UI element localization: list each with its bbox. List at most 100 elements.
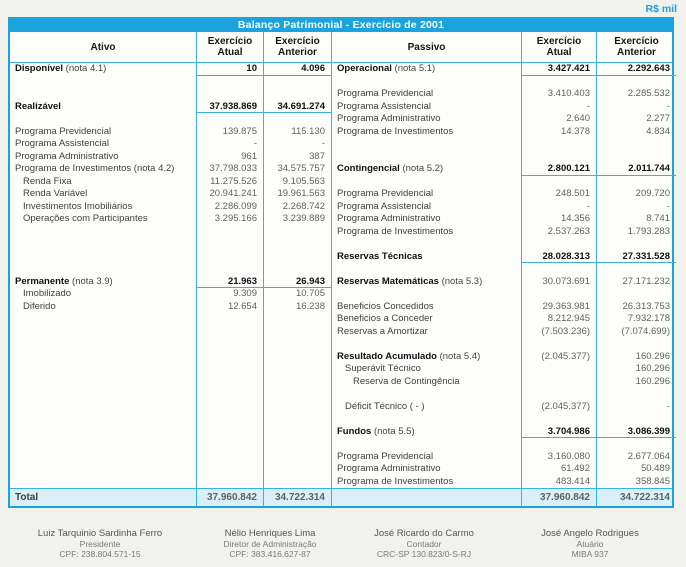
ativo-row-label: Investimentos Imobiliários [23, 200, 133, 212]
ativo-row-label [10, 226, 196, 239]
ativo-row-label [10, 451, 196, 464]
signature-name: Luiz Tarquinio Sardinha Ferro [37, 528, 163, 539]
total-row: Total 37.960.842 34.722.314 37.960.842 3… [10, 488, 672, 507]
ativo-row-value-anterior: 10.705 [263, 288, 331, 301]
passivo-row-value-anterior [596, 338, 676, 351]
ativo-row-label [10, 326, 196, 339]
ativo-row-value-atual: 37.798.033 [196, 163, 263, 176]
ativo-row-value-atual [196, 400, 263, 413]
ativo-row-value-anterior [263, 413, 331, 426]
passivo-row-label [331, 388, 521, 401]
total-ativo-anterior: 34.722.314 [263, 489, 331, 507]
ativo-row-value-atual [196, 113, 263, 126]
passivo-row-label [331, 150, 521, 163]
header-anterior-label: Anterior [617, 47, 656, 58]
passivo-row-value-atual: 248.501 [521, 188, 596, 201]
ativo-row-value-anterior [263, 225, 331, 238]
passivo-row-value-anterior: 2.011.744 [596, 163, 676, 176]
ativo-row-value-atual [196, 438, 263, 451]
passivo-row-label [331, 338, 521, 351]
header-anterior-label: Anterior [278, 47, 317, 58]
passivo-row-value-anterior: 160.296 [596, 375, 676, 388]
ativo-row-value-atual [196, 375, 263, 388]
ativo-row-value-anterior [263, 375, 331, 388]
header-atual-label: Atual [217, 47, 243, 58]
ativo-row-value-anterior: 115.130 [263, 125, 331, 138]
ativo-row-label: Disponível (nota 4.1) [15, 63, 107, 74]
ativo-row-value-atual: 21.963 [196, 275, 263, 288]
passivo-row-value-anterior: 26.313.753 [596, 300, 676, 313]
passivo-row-value-atual [521, 150, 596, 163]
total-passivo-anterior: 34.722.314 [596, 489, 676, 507]
ativo-row-label: Renda Fixa [23, 175, 72, 187]
passivo-row-value-anterior: 27.171.232 [596, 275, 676, 288]
passivo-row-value-atual: 28.028.313 [521, 250, 596, 263]
signature: José Angelo Rodrigues Atuário MIBA 937 [508, 528, 672, 559]
header-ativo-exercicio-anterior: Exercício Anterior [263, 32, 331, 62]
ativo-row-value-atual: 9.309 [196, 288, 263, 301]
passivo-row-label: Resultado Acumulado (nota 5.4) [331, 350, 521, 363]
passivo-row-value-anterior: 209.720 [596, 188, 676, 201]
ativo-row-value-atual [196, 225, 263, 238]
ativo-row-value-anterior [263, 263, 331, 276]
ativo-row-value-anterior: 34.691.274 [263, 100, 331, 113]
signature: Nélio Henriques Lima Diretor de Administr… [200, 528, 340, 559]
passivo-row-label [331, 413, 521, 426]
ativo-row-value-atual [196, 350, 263, 363]
ativo-row-value-anterior [263, 338, 331, 351]
ativo-row-value-atual: 37.938.869 [196, 100, 263, 113]
ativo-row-value-anterior: 19.961.563 [263, 188, 331, 201]
passivo-row-value-atual [521, 238, 596, 251]
ativo-row-value-atual [196, 75, 263, 88]
ativo-row-label [10, 263, 196, 276]
ativo-row-value-atual [196, 338, 263, 351]
signature-reg: CPF: 238.804.571-15 [59, 549, 141, 559]
ativo-row-value-atual [196, 313, 263, 326]
passivo-row-label [331, 75, 521, 88]
passivo-row-value-anterior [596, 288, 676, 301]
ativo-row-value-anterior: - [263, 138, 331, 151]
ativo-row-label [10, 438, 196, 451]
passivo-row-value-atual [521, 75, 596, 88]
passivo-row-label: Programa Previdencial [331, 450, 521, 463]
ativo-row-value-anterior: 9.105.563 [263, 175, 331, 188]
passivo-row-value-anterior: 2.292.643 [596, 63, 676, 76]
ativo-row-label [10, 413, 196, 426]
passivo-row-label: Operacional (nota 5.1) [331, 63, 521, 76]
ativo-row-label [10, 88, 196, 101]
ativo-row-value-atual [196, 413, 263, 426]
passivo-row-value-atual: (7.503.236) [521, 325, 596, 338]
passivo-row-value-anterior: 8.741 [596, 213, 676, 226]
passivo-row-value-atual: 61.492 [521, 463, 596, 476]
sheet-title: Balanço Patrimonial - Exercício de 2001 [10, 19, 672, 32]
passivo-row-value-atual: 2.800.121 [521, 163, 596, 176]
ativo-row-value-atual [196, 88, 263, 101]
passivo-row-value-anterior [596, 388, 676, 401]
ativo-row-label: Realizável [15, 100, 61, 112]
ativo-row-label [10, 313, 196, 326]
passivo-row-label: Programa de Investimentos [331, 125, 521, 138]
passivo-row-label: Programa de Investimentos [331, 475, 521, 488]
passivo-row-value-atual: 14.378 [521, 125, 596, 138]
ativo-row-label [10, 363, 196, 376]
ativo-row-value-atual [196, 463, 263, 476]
ativo-row-value-anterior [263, 238, 331, 251]
ativo-row-value-anterior [263, 88, 331, 101]
ativo-row-label: Imobilizado [23, 288, 72, 299]
column-header-row: Ativo Exercício Atual Exercício Anterior… [10, 32, 672, 63]
ativo-row-value-anterior [263, 350, 331, 363]
ativo-row-value-atual [196, 263, 263, 276]
ativo-row-value-atual: 11.275.526 [196, 175, 263, 188]
signature: José Ricardo do Carmo Contador CRC-SP 130.… [340, 528, 508, 559]
signature-role: Atuário [576, 539, 604, 549]
passivo-row-value-atual: 3.160.080 [521, 450, 596, 463]
header-atual-label: Atual [546, 47, 572, 58]
ativo-row-value-atual: 20.941.241 [196, 188, 263, 201]
passivo-row-value-atual [521, 338, 596, 351]
passivo-row-label: Reservas Técnicas [331, 250, 521, 263]
ativo-row-value-anterior: 387 [263, 150, 331, 163]
ativo-row-value-anterior [263, 363, 331, 376]
passivo-row-value-anterior: (7.074.699) [596, 325, 676, 338]
passivo-row-value-anterior: 50.489 [596, 463, 676, 476]
ativo-row-label: Programa Assistencial [15, 138, 109, 149]
